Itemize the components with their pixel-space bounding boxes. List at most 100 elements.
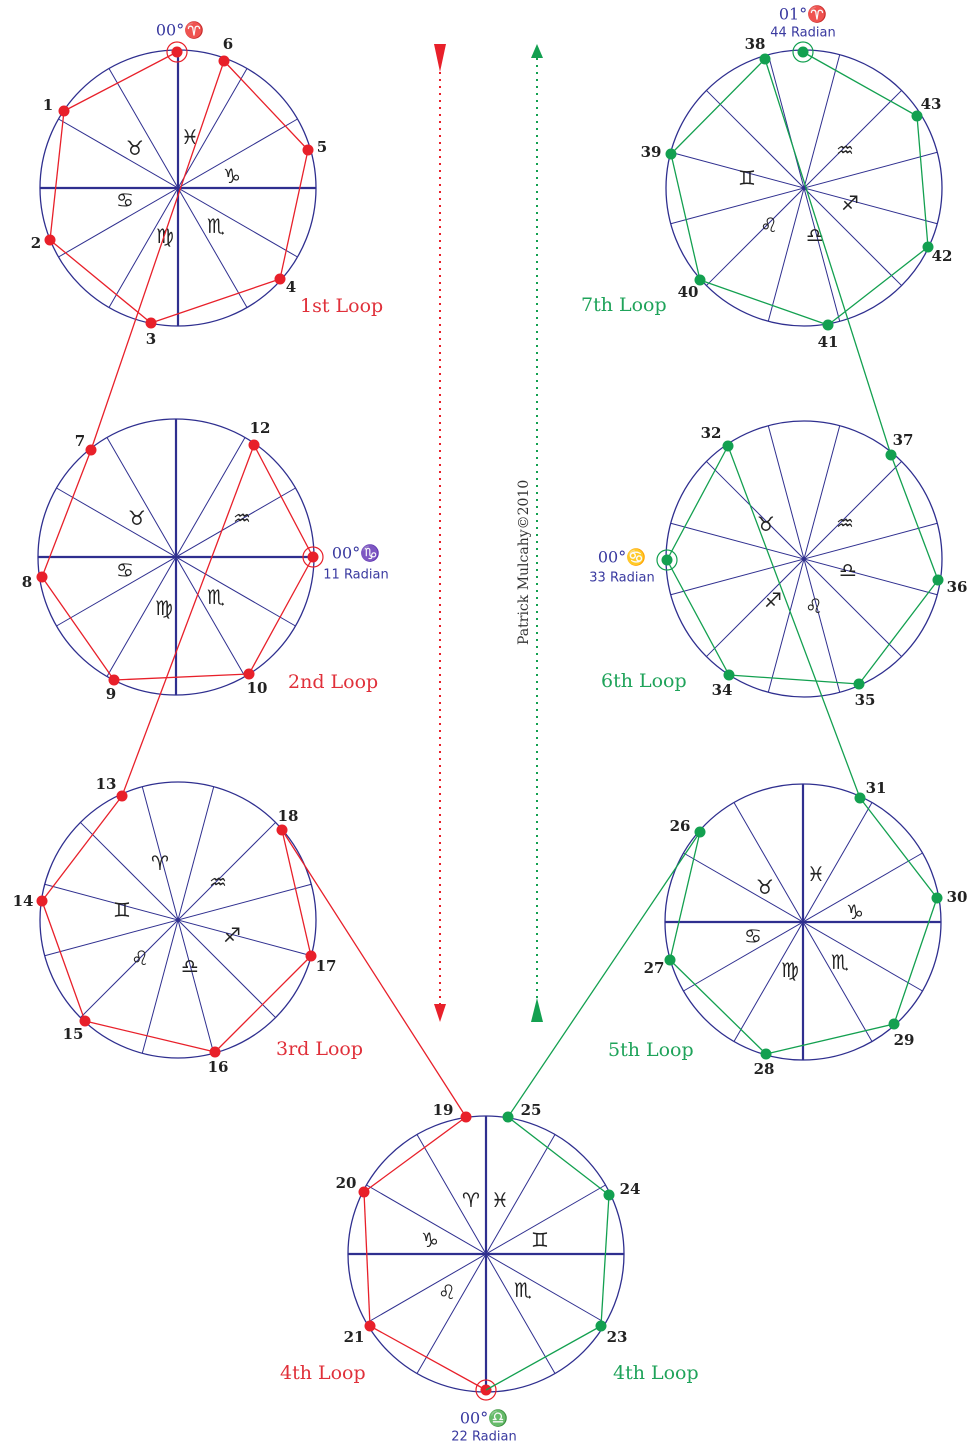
radian-number: 31 xyxy=(866,779,887,797)
radian-number: 28 xyxy=(754,1060,775,1078)
arrow-head-down-icon xyxy=(434,1004,446,1022)
path-segment xyxy=(281,829,467,1118)
zodiac-glyph: ♊ xyxy=(738,166,756,190)
zodiac-glyph: ♑ xyxy=(421,1228,439,1252)
zodiac-glyph: ♋ xyxy=(116,558,134,582)
zodiac-glyph: ♒ xyxy=(836,511,854,535)
path-segment xyxy=(600,1194,610,1327)
wheel-house-line xyxy=(58,118,298,258)
zero-degree-label: 00°♋ xyxy=(598,548,646,567)
path-segment xyxy=(670,153,701,281)
arrow-head-down-icon xyxy=(434,44,446,72)
zodiac-glyph: ♓ xyxy=(807,862,825,886)
path-segment xyxy=(248,556,314,675)
path-segment xyxy=(727,445,861,799)
radian-number: 38 xyxy=(745,35,766,53)
zodiac-glyph: ♓ xyxy=(181,125,199,149)
path-segment xyxy=(669,959,767,1055)
path-segment xyxy=(858,579,939,685)
arrow-head-up-icon xyxy=(531,44,543,58)
zodiac-glyph: ♊ xyxy=(531,1228,549,1252)
zero-degree-ring xyxy=(166,41,188,63)
radian-number: 16 xyxy=(208,1058,229,1076)
path-segment xyxy=(728,674,860,685)
path-segment xyxy=(363,1116,467,1193)
radian-number: 32 xyxy=(701,424,722,442)
loop-label: 5th Loop xyxy=(608,1039,694,1061)
radian-number: 18 xyxy=(278,807,299,825)
zodiac-glyph: ♉ xyxy=(756,875,774,899)
radian-number: 36 xyxy=(947,578,968,596)
path-segment xyxy=(150,278,281,324)
zodiac-glyph: ♋ xyxy=(116,188,134,212)
path-segment xyxy=(363,1191,371,1327)
path-segment xyxy=(764,58,892,456)
path-segment xyxy=(41,795,123,902)
credit-text: Patrick Mulcahy©2010 xyxy=(516,480,532,645)
radian-number: 5 xyxy=(317,138,327,156)
radian-number: 24 xyxy=(620,1180,641,1198)
loop-path xyxy=(41,51,939,1391)
zodiac-glyph: ♏ xyxy=(514,1278,532,1302)
path-segment xyxy=(84,1020,216,1053)
path-segment xyxy=(859,797,938,899)
direction-arrows xyxy=(434,44,543,1022)
zodiac-glyph: ♋ xyxy=(744,924,762,948)
radian-number: 7 xyxy=(75,432,85,450)
wheel-house-line xyxy=(683,852,923,992)
zodiac-glyph: ♍ xyxy=(156,224,174,248)
zodiac-glyph: ♈ xyxy=(151,851,169,875)
path-segment xyxy=(49,239,152,324)
zodiac-glyph: ♌ xyxy=(760,213,778,237)
radian-number: 30 xyxy=(947,888,968,906)
wheel-loop5: ♉ ♓ ♑ ♋ ♍ ♏ 26 27 28 29 30 31 5th Loop xyxy=(608,779,967,1078)
radian-number: 19 xyxy=(433,1101,454,1119)
path-segment xyxy=(507,831,701,1118)
wheel-house-line xyxy=(366,1184,606,1324)
loop-label: 7th Loop xyxy=(581,294,667,316)
radian-number: 25 xyxy=(521,1101,542,1119)
wheel-loop3: ♈ ♒ ♊ ♐ ♌ ♎ 13 14 15 16 17 18 3rd Loop xyxy=(13,775,363,1076)
zero-degree-label: 00°♈ xyxy=(156,21,204,40)
wheel-circle xyxy=(39,781,317,1059)
zodiac-glyph: ♑ xyxy=(223,164,241,188)
zero-degree-ring xyxy=(656,549,678,571)
radian-number: 42 xyxy=(932,247,953,265)
path-segment xyxy=(666,445,729,561)
radian-number: 13 xyxy=(96,775,117,793)
path-segment xyxy=(279,149,309,280)
path-segment xyxy=(214,955,312,1053)
path-segment xyxy=(41,576,115,681)
zero-degree-ring xyxy=(475,1379,497,1401)
zodiac-glyph: ♐ xyxy=(841,191,859,215)
radian-number: 9 xyxy=(106,685,116,703)
loop-label: 4th Loop xyxy=(613,1362,699,1384)
loop-label: 6th Loop xyxy=(601,670,687,692)
loop-label: 4th Loop xyxy=(280,1362,366,1384)
radian-number: 6 xyxy=(223,35,233,53)
wheel-loop2: ♉ ♒ ♋ ♍ ♏ 7 8 9 10 12 00°♑ 11 Radian 2nd Loop xyxy=(22,418,389,703)
radian-number: 17 xyxy=(316,957,337,975)
radian-number: 3 xyxy=(146,330,156,348)
radian-number: 10 xyxy=(247,679,268,697)
zodiac-glyph: ♍ xyxy=(781,958,799,982)
radian-caption: 11 Radian xyxy=(323,568,388,583)
radian-number: 15 xyxy=(63,1025,84,1043)
radian-number: 14 xyxy=(13,892,34,910)
zodiac-glyph: ♉ xyxy=(128,506,146,530)
zodiac-glyph: ♐ xyxy=(764,588,782,612)
radian-number: 27 xyxy=(644,959,665,977)
loop-label: 2nd Loop xyxy=(288,671,378,693)
radian-number: 21 xyxy=(344,1328,365,1346)
path-segment xyxy=(802,51,918,117)
wheel-house-line xyxy=(670,151,938,225)
zodiac-glyph: ♎ xyxy=(839,558,857,582)
path-segment xyxy=(893,897,938,1025)
radian-number: 26 xyxy=(670,817,691,835)
path-segment xyxy=(669,831,701,961)
path-segment xyxy=(41,449,92,578)
zodiac-glyph: ♌ xyxy=(438,1280,456,1304)
path-segment xyxy=(369,1325,487,1391)
zodiac-glyph: ♒ xyxy=(836,138,854,162)
path-segment xyxy=(90,60,225,451)
